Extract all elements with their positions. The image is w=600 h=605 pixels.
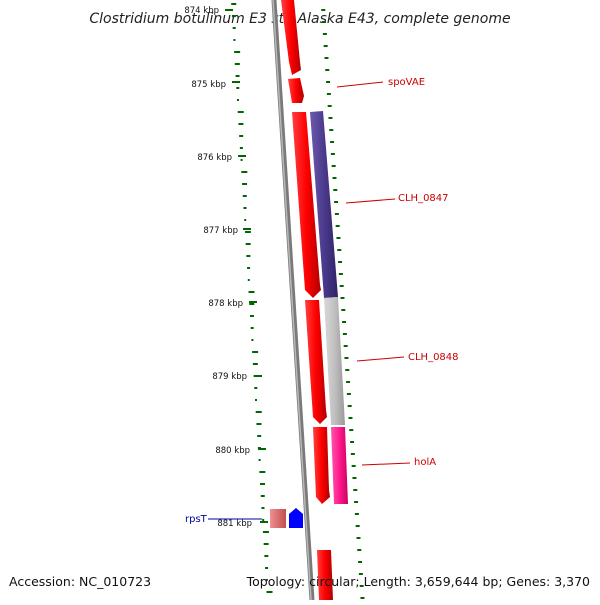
cds-magenta-hola[interactable] [331,427,348,504]
gc-skew-right-ticks [321,9,365,599]
gene-label-spovae[interactable]: spoVAE [388,77,425,88]
cds-purple-clh0847[interactable] [310,111,338,298]
gene-label-clh0847[interactable]: CLH_0847 [398,193,449,204]
kbp-label: 879 kbp [212,372,247,382]
gc-skew-left-ticks [231,3,273,593]
cds-arrow[interactable] [288,78,304,103]
gene-label-clh0848[interactable]: CLH_0848 [408,352,459,363]
kbp-label: 876 kbp [197,153,232,163]
cds-arrow[interactable] [292,112,321,298]
leader-line [356,356,405,362]
trna-blue-arrow[interactable] [289,508,303,528]
kbp-label: 875 kbp [191,80,226,90]
cds-gray-clh0848[interactable] [324,297,345,425]
cds-arrow[interactable] [313,427,330,504]
kbp-label: 877 kbp [203,226,238,236]
ruler-ticks [225,9,268,523]
kbp-label: 874 kbp [184,6,219,16]
rrna-pink-feature[interactable] [270,509,286,528]
cds-arrow[interactable] [281,0,301,75]
leader-line [361,462,411,466]
genome-backbone-highlight [272,0,312,601]
map-title: Clostridium botulinum E3 str. Alaska E43… [89,11,510,27]
gene-label-hola[interactable]: holA [414,457,436,468]
accession-label: Accession: NC_010723 [9,574,151,589]
leader-line [345,198,396,204]
topology-label: Topology: circular; Length: 3,659,644 bp… [246,574,590,589]
cds-arrow[interactable] [305,300,327,424]
kbp-label: 880 kbp [215,446,250,456]
leader-line [336,81,384,88]
cds-arrow[interactable] [317,550,333,600]
kbp-label: 878 kbp [208,299,243,309]
kbp-label: 881 kbp [217,519,252,529]
gene-label-rpst[interactable]: rpsT [185,514,208,525]
